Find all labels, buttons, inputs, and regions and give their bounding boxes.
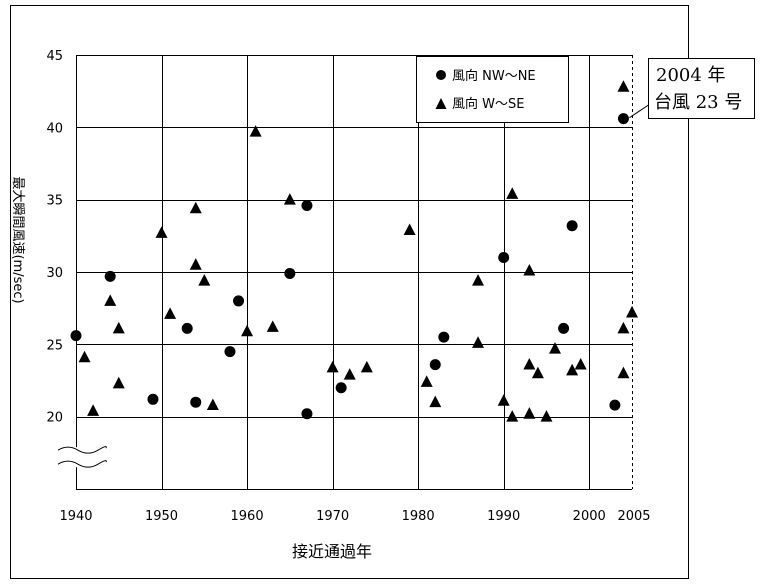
point-w-se-31 — [549, 342, 562, 354]
point-w-se-18 — [403, 223, 416, 235]
point-w-se-6 — [164, 307, 177, 319]
annotation-callout: 2004 年 台風 23 号 — [629, 58, 755, 119]
point-nw-ne-7 — [284, 267, 296, 279]
point-w-se-17 — [360, 360, 373, 373]
point-w-se-23 — [497, 394, 510, 406]
point-w-se-10 — [206, 398, 219, 411]
point-w-se-32 — [566, 363, 579, 376]
x-tick-label-1980: 1980 — [402, 509, 435, 524]
y-tick-label-30: 30 — [46, 266, 63, 281]
legend: 風向 NW〜NE 風向 W〜SE — [416, 56, 569, 123]
point-nw-ne-3 — [181, 322, 193, 334]
x-tick-label-1950: 1950 — [145, 509, 178, 524]
point-nw-ne-14 — [558, 322, 570, 334]
point-nw-ne-13 — [498, 252, 510, 264]
point-w-se-9 — [198, 274, 211, 286]
legend-triangle-marker — [435, 98, 447, 109]
point-w-se-33 — [574, 357, 587, 370]
y-tick-labels: 20 25 30 35 40 45 — [46, 49, 63, 426]
point-w-se-35 — [617, 321, 630, 334]
x-tick-label-1990: 1990 — [487, 509, 520, 524]
y-tick-label-45: 45 — [46, 49, 63, 64]
callout-leader-line — [629, 103, 651, 119]
point-w-se-7 — [189, 201, 202, 214]
point-w-se-3 — [112, 321, 125, 334]
y-tick-label-20: 20 — [46, 411, 63, 426]
point-nw-ne-8 — [301, 199, 313, 211]
point-nw-ne-9 — [301, 408, 313, 420]
point-w-se-25 — [506, 410, 519, 422]
point-w-se-0 — [78, 350, 91, 363]
x-tick-label-1970: 1970 — [316, 509, 349, 524]
point-nw-ne-17 — [617, 113, 629, 125]
x-tick-label-1960: 1960 — [231, 509, 264, 524]
x-tick-label-2005: 2005 — [617, 509, 650, 524]
point-nw-ne-10 — [335, 382, 347, 394]
callout-line-2: 台風 23 号 — [654, 92, 742, 113]
point-nw-ne-12 — [438, 331, 450, 343]
point-w-se-16 — [343, 368, 356, 380]
point-w-se-29 — [531, 366, 544, 379]
x-axis-label: 接近通過年 — [292, 542, 372, 561]
x-tick-label-1940: 1940 — [59, 509, 92, 524]
callout-box — [648, 58, 755, 119]
point-w-se-22 — [472, 336, 485, 348]
axes — [76, 55, 632, 490]
point-nw-ne-15 — [566, 220, 578, 232]
legend-label-w-se: 風向 W〜SE — [452, 96, 524, 112]
point-w-se-13 — [266, 320, 279, 332]
point-w-se-27 — [523, 357, 536, 370]
axis-break-gap — [58, 447, 100, 468]
point-nw-ne-16 — [609, 399, 621, 411]
point-w-se-20 — [429, 395, 442, 408]
legend-circle-marker — [436, 70, 446, 80]
axis-break-wave-top — [57, 446, 107, 454]
point-nw-ne-0 — [70, 330, 82, 342]
y-tick-label-35: 35 — [46, 194, 63, 209]
axis-break-wave-bottom — [57, 460, 107, 468]
data-points — [70, 80, 638, 422]
y-tick-label-40: 40 — [46, 121, 63, 136]
point-nw-ne-6 — [233, 295, 245, 307]
point-w-se-21 — [472, 274, 485, 286]
point-w-se-19 — [420, 375, 433, 387]
legend-box — [416, 56, 569, 123]
point-nw-ne-4 — [190, 396, 202, 408]
point-nw-ne-1 — [104, 270, 116, 282]
point-w-se-1 — [87, 404, 100, 416]
point-w-se-28 — [523, 407, 536, 419]
point-w-se-8 — [189, 258, 202, 270]
point-w-se-11 — [241, 324, 254, 337]
y-tick-label-25: 25 — [46, 338, 63, 353]
point-w-se-14 — [283, 193, 296, 205]
point-w-se-12 — [249, 125, 262, 137]
point-w-se-4 — [112, 376, 125, 389]
point-w-se-15 — [326, 360, 339, 373]
point-w-se-26 — [523, 263, 536, 276]
point-w-se-34 — [617, 80, 630, 92]
point-w-se-37 — [626, 305, 638, 318]
point-nw-ne-2 — [147, 393, 159, 405]
callout-line-1: 2004 年 — [656, 65, 726, 86]
point-nw-ne-5 — [224, 346, 236, 358]
legend-label-nw-ne: 風向 NW〜NE — [452, 68, 536, 84]
point-w-se-24 — [506, 187, 519, 199]
grid-lines — [76, 55, 633, 489]
point-w-se-30 — [540, 410, 553, 422]
y-axis-label: 最大瞬間風速(m/sec) — [10, 176, 25, 303]
point-w-se-5 — [155, 226, 168, 238]
point-nw-ne-11 — [429, 359, 441, 371]
y-axis-break-mark — [57, 446, 107, 468]
x-tick-label-2000: 2000 — [573, 509, 606, 524]
point-w-se-2 — [104, 294, 117, 306]
x-tick-labels: 1940 1950 1960 1970 1980 1990 2000 2005 — [59, 509, 650, 524]
point-w-se-36 — [617, 366, 630, 379]
